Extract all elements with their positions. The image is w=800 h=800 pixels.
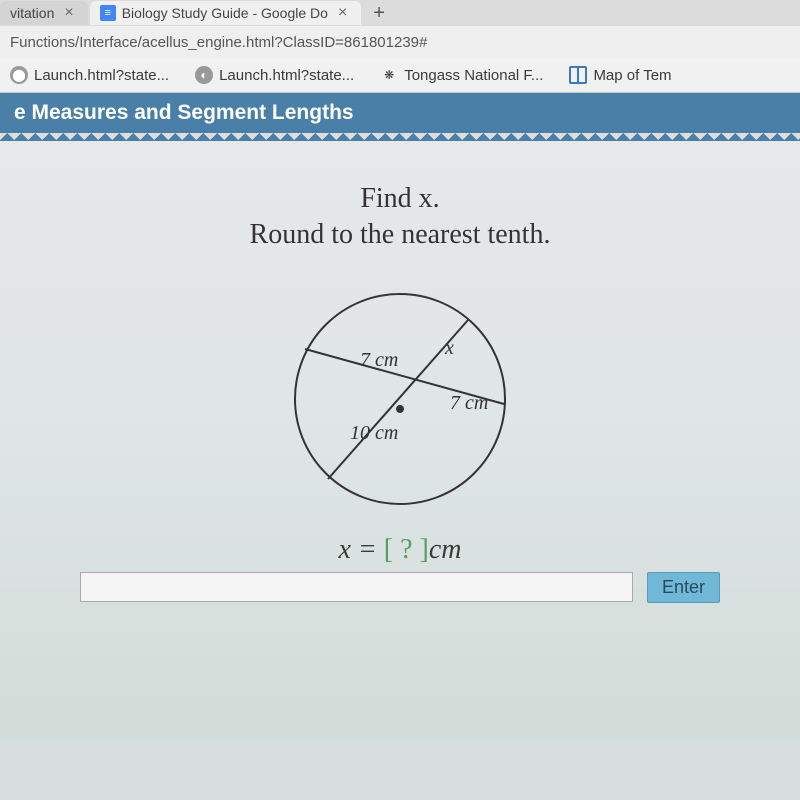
url-bar[interactable]: Functions/Interface/acellus_engine.html?… <box>0 26 800 58</box>
map-icon <box>569 66 587 84</box>
answer-unit: cm <box>429 534 462 565</box>
browser-tab-active[interactable]: ≡ Biology Study Guide - Google Do × <box>90 1 362 25</box>
lesson-title: e Measures and Segment Lengths <box>14 101 354 124</box>
lesson-title-bar: e Measures and Segment Lengths <box>0 93 800 133</box>
svg-text:7 cm: 7 cm <box>450 392 488 414</box>
bookmark-label: Launch.html?state... <box>219 67 354 84</box>
tab-label: vitation <box>10 5 54 21</box>
tab-label: Biology Study Guide - Google Do <box>122 5 328 21</box>
circle-diagram: 7 cm x 7 cm 10 cm <box>250 274 550 524</box>
answer-expression: x = [ ? ]cm <box>20 534 780 566</box>
svg-text:7 cm: 7 cm <box>360 349 398 371</box>
answer-input[interactable] <box>80 572 633 602</box>
bookmark-label: Map of Tem <box>593 67 671 84</box>
bookmark-item[interactable]: ⬤ Launch.html?state... <box>10 66 169 84</box>
bookmark-label: Launch.html?state... <box>34 67 169 84</box>
new-tab-button[interactable]: + <box>363 2 395 25</box>
browser-tab-prev[interactable]: vitation × <box>0 1 88 25</box>
bookmarks-bar: ⬤ Launch.html?state... ◐ Launch.html?sta… <box>0 58 800 92</box>
prompt-line2: Round to the nearest tenth. <box>20 217 780 253</box>
globe-icon: ◐ <box>195 66 213 84</box>
decorative-border <box>0 133 800 141</box>
svg-text:x: x <box>444 337 454 359</box>
svg-text:10 cm: 10 cm <box>350 422 398 444</box>
enter-button[interactable]: Enter <box>647 572 720 603</box>
answer-prefix: x = <box>338 534 383 565</box>
google-docs-icon: ≡ <box>100 5 116 21</box>
site-icon: ❋ <box>380 66 398 84</box>
close-icon[interactable]: × <box>334 4 351 22</box>
answer-placeholder: [ ? ] <box>384 534 429 565</box>
browser-chrome: vitation × ≡ Biology Study Guide - Googl… <box>0 0 800 93</box>
bookmark-item[interactable]: ◐ Launch.html?state... <box>195 66 354 84</box>
globe-icon: ⬤ <box>10 66 28 84</box>
bookmark-item[interactable]: Map of Tem <box>569 66 671 84</box>
url-text: Functions/Interface/acellus_engine.html?… <box>10 34 427 51</box>
question-content: Find x. Round to the nearest tenth. 7 cm… <box>0 141 800 741</box>
answer-input-row: Enter <box>20 572 780 603</box>
question-prompt: Find x. Round to the nearest tenth. <box>20 181 780 254</box>
prompt-line1: Find x. <box>20 181 780 217</box>
bookmark-label: Tongass National F... <box>404 67 543 84</box>
close-icon[interactable]: × <box>60 4 77 22</box>
tab-bar: vitation × ≡ Biology Study Guide - Googl… <box>0 0 800 26</box>
bookmark-item[interactable]: ❋ Tongass National F... <box>380 66 543 84</box>
